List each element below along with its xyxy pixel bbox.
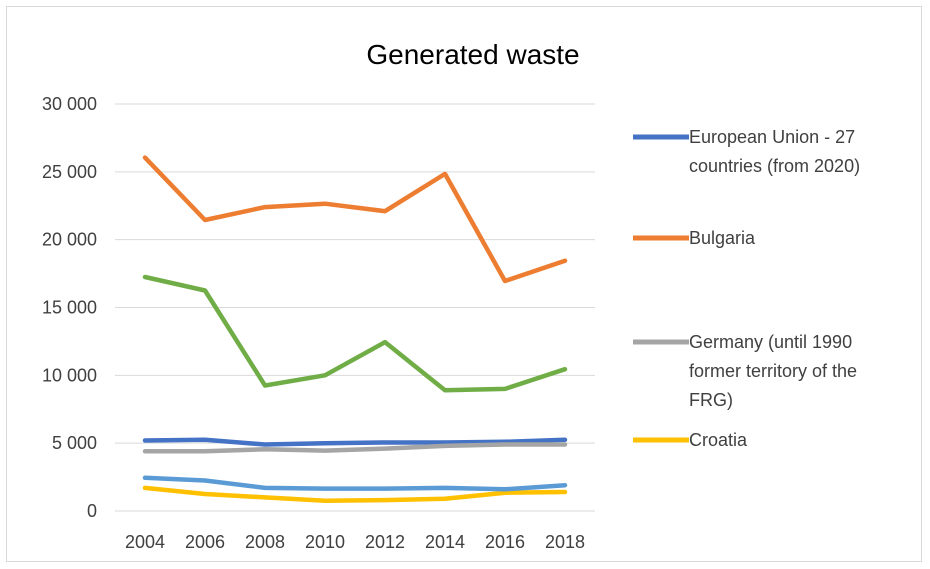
x-tick-label: 2014 xyxy=(425,532,465,552)
data-point xyxy=(204,290,206,292)
data-point xyxy=(204,439,206,441)
data-point xyxy=(444,487,446,489)
x-tick-label: 2018 xyxy=(545,532,585,552)
y-tick-label: 0 xyxy=(87,501,97,521)
series-layer xyxy=(142,155,568,504)
legend-label: former territory of the xyxy=(689,361,857,381)
data-point xyxy=(444,445,446,447)
series-line xyxy=(142,437,568,447)
data-point xyxy=(204,450,206,452)
x-tick-label: 2006 xyxy=(185,532,225,552)
chart-title: Generated waste xyxy=(366,39,579,70)
data-point xyxy=(324,450,326,452)
series-line xyxy=(142,485,568,504)
legend-label: countries (from 2020) xyxy=(689,156,860,176)
y-tick-label: 10 000 xyxy=(42,365,97,385)
data-point xyxy=(144,477,146,479)
data-point xyxy=(504,488,506,490)
data-point xyxy=(144,157,146,159)
data-point xyxy=(264,385,266,387)
data-point xyxy=(444,441,446,443)
data-point xyxy=(564,439,566,441)
data-point xyxy=(564,491,566,493)
data-point xyxy=(504,444,506,446)
data-point xyxy=(144,487,146,489)
series-line xyxy=(142,274,568,393)
data-point xyxy=(264,206,266,208)
y-tick-label: 25 000 xyxy=(42,162,97,182)
grid-layer xyxy=(115,103,595,512)
data-point xyxy=(384,210,386,212)
data-point xyxy=(204,493,206,495)
legend-label: Germany (until 1990 xyxy=(689,332,852,352)
data-point xyxy=(384,499,386,501)
series-line xyxy=(142,475,568,492)
legend-label: Croatia xyxy=(689,430,748,450)
series-line xyxy=(142,442,568,454)
data-point xyxy=(264,496,266,498)
data-point xyxy=(264,444,266,446)
data-point xyxy=(144,439,146,441)
legend-label: European Union - 27 xyxy=(689,127,855,147)
data-point xyxy=(144,450,146,452)
data-point xyxy=(384,341,386,343)
data-point xyxy=(504,388,506,390)
data-point xyxy=(564,484,566,486)
data-point xyxy=(504,492,506,494)
legend: European Union - 27 countries (from 2020)… xyxy=(633,127,860,450)
data-point xyxy=(504,280,506,282)
data-point xyxy=(324,374,326,376)
x-tick-label: 2012 xyxy=(365,532,405,552)
data-point xyxy=(144,276,146,278)
y-tick-label: 20 000 xyxy=(42,230,97,250)
y-tick-label: 15 000 xyxy=(42,298,97,318)
x-tick-label: 2008 xyxy=(245,532,285,552)
data-point xyxy=(324,488,326,490)
data-point xyxy=(444,498,446,500)
data-point xyxy=(564,444,566,446)
data-point xyxy=(324,203,326,205)
data-point xyxy=(444,173,446,175)
y-tick-label: 30 000 xyxy=(42,94,97,114)
y-axis-ticks: 0 5 000 10 000 15 000 20 000 25 000 30 000 xyxy=(42,94,97,521)
chart-frame: Generated waste 0 5 000 10 000 15 000 20 000… xyxy=(6,6,922,562)
data-point xyxy=(504,441,506,443)
x-tick-label: 2004 xyxy=(125,532,165,552)
data-point xyxy=(564,260,566,262)
data-point xyxy=(324,500,326,502)
data-point xyxy=(384,441,386,443)
legend-label: Bulgaria xyxy=(689,228,756,248)
data-point xyxy=(204,219,206,221)
data-point xyxy=(384,448,386,450)
series-line xyxy=(142,155,568,284)
legend-label: FRG) xyxy=(689,390,733,410)
x-tick-label: 2010 xyxy=(305,532,345,552)
y-tick-label: 5 000 xyxy=(52,433,97,453)
chart-svg: Generated waste 0 5 000 10 000 15 000 20 000… xyxy=(42,39,860,552)
data-point xyxy=(444,389,446,391)
data-point xyxy=(324,442,326,444)
data-point xyxy=(564,368,566,370)
data-point xyxy=(264,487,266,489)
x-axis-ticks: 2004 2006 2008 2010 2012 2014 2016 2018 xyxy=(125,532,585,552)
x-tick-label: 2016 xyxy=(485,532,525,552)
data-point xyxy=(384,488,386,490)
data-point xyxy=(264,448,266,450)
data-point xyxy=(204,479,206,481)
